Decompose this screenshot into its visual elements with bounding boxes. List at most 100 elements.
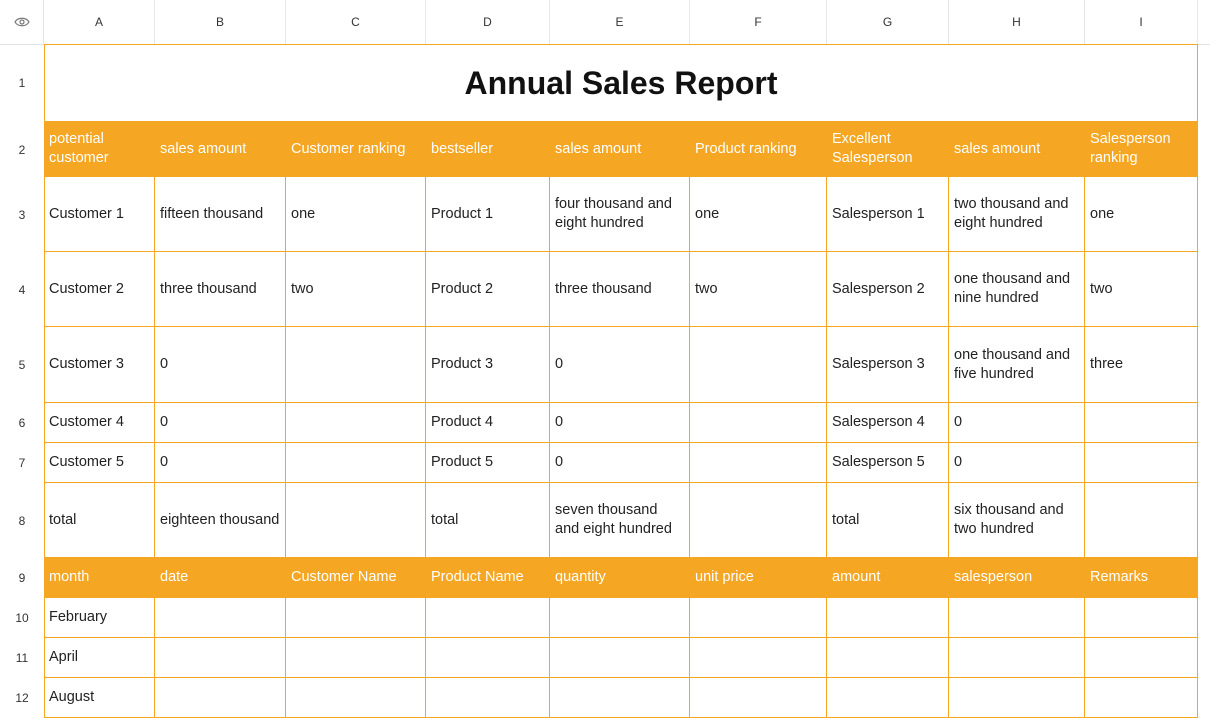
table-cell[interactable] (550, 678, 690, 718)
table-cell[interactable] (286, 678, 426, 718)
row-header-2[interactable]: 2 (18, 142, 26, 157)
header-cell[interactable]: sales amount (155, 122, 286, 177)
row-header-9[interactable]: 9 (18, 571, 26, 585)
header-cell[interactable]: Product Name (426, 558, 550, 598)
table-cell[interactable]: 0 (550, 327, 690, 403)
table-cell[interactable] (426, 638, 550, 678)
table-cell[interactable]: 0 (949, 443, 1085, 483)
table-cell[interactable]: Customer 4 (44, 403, 155, 443)
table-cell[interactable] (1085, 598, 1198, 638)
table-cell[interactable]: 0 (155, 327, 286, 403)
column-header-g[interactable]: G (827, 0, 949, 44)
table-cell[interactable]: fifteen thousand (155, 177, 286, 252)
header-cell[interactable]: Customer Name (286, 558, 426, 598)
table-cell[interactable]: Customer 3 (44, 327, 155, 403)
table-cell[interactable] (827, 638, 949, 678)
row-header-8[interactable]: 8 (18, 513, 26, 528)
header-cell[interactable]: Product ranking (690, 122, 827, 177)
table-cell[interactable]: seven thousand and eight hundred (550, 483, 690, 558)
table-cell[interactable] (426, 678, 550, 718)
table-cell[interactable]: Customer 5 (44, 443, 155, 483)
table-cell[interactable] (827, 598, 949, 638)
table-cell[interactable]: three thousand (155, 252, 286, 327)
table-cell[interactable]: Customer 1 (44, 177, 155, 252)
header-cell[interactable]: potential customer (44, 122, 155, 177)
table-cell[interactable]: February (44, 598, 155, 638)
column-header-h[interactable]: H (949, 0, 1085, 44)
table-cell[interactable] (1085, 638, 1198, 678)
view-toggle-icon[interactable] (0, 0, 44, 44)
column-header-e[interactable]: E (550, 0, 690, 44)
table-cell[interactable] (690, 598, 827, 638)
report-title[interactable]: Annual Sales Report (44, 44, 1198, 122)
table-cell[interactable] (1085, 483, 1198, 558)
header-cell[interactable]: Customer ranking (286, 122, 426, 177)
table-cell[interactable] (690, 638, 827, 678)
table-cell[interactable]: total (44, 483, 155, 558)
table-cell[interactable] (426, 598, 550, 638)
table-cell[interactable] (286, 483, 426, 558)
table-cell[interactable] (1085, 678, 1198, 718)
header-cell[interactable]: sales amount (949, 122, 1085, 177)
row-header-11[interactable]: 11 (15, 651, 29, 665)
row-header-6[interactable]: 6 (18, 416, 26, 430)
header-cell[interactable]: unit price (690, 558, 827, 598)
row-header-10[interactable]: 10 (15, 611, 29, 625)
table-cell[interactable]: Product 4 (426, 403, 550, 443)
header-cell[interactable]: quantity (550, 558, 690, 598)
table-cell[interactable]: Product 5 (426, 443, 550, 483)
table-cell[interactable] (949, 598, 1085, 638)
table-cell[interactable] (550, 598, 690, 638)
table-cell[interactable] (155, 598, 286, 638)
table-cell[interactable] (286, 403, 426, 443)
table-cell[interactable] (1085, 443, 1198, 483)
table-cell[interactable]: two (1085, 252, 1198, 327)
table-cell[interactable]: Salesperson 1 (827, 177, 949, 252)
table-cell[interactable]: one (1085, 177, 1198, 252)
table-cell[interactable]: Salesperson 5 (827, 443, 949, 483)
table-cell[interactable]: Product 1 (426, 177, 550, 252)
table-cell[interactable] (286, 443, 426, 483)
table-cell[interactable] (690, 483, 827, 558)
table-cell[interactable]: Customer 2 (44, 252, 155, 327)
column-header-d[interactable]: D (426, 0, 550, 44)
table-cell[interactable]: one thousand and nine hundred (949, 252, 1085, 327)
row-header-5[interactable]: 5 (18, 358, 26, 372)
table-cell[interactable] (690, 678, 827, 718)
table-cell[interactable]: total (426, 483, 550, 558)
table-cell[interactable]: two (286, 252, 426, 327)
table-cell[interactable]: Product 2 (426, 252, 550, 327)
table-cell[interactable] (550, 638, 690, 678)
table-cell[interactable]: Salesperson 4 (827, 403, 949, 443)
column-header-b[interactable]: B (155, 0, 286, 44)
table-cell[interactable]: one (286, 177, 426, 252)
header-cell[interactable]: Remarks (1085, 558, 1198, 598)
table-cell[interactable]: two (690, 252, 827, 327)
table-cell[interactable]: two thousand and eight hundred (949, 177, 1085, 252)
table-cell[interactable] (286, 327, 426, 403)
table-cell[interactable] (286, 638, 426, 678)
header-cell[interactable]: amount (827, 558, 949, 598)
row-header-7[interactable]: 7 (18, 456, 26, 470)
header-cell[interactable]: sales amount (550, 122, 690, 177)
table-cell[interactable]: eighteen thousand (155, 483, 286, 558)
table-cell[interactable]: one thousand and five hundred (949, 327, 1085, 403)
column-header-i[interactable]: I (1085, 0, 1198, 44)
table-cell[interactable]: 0 (155, 403, 286, 443)
table-cell[interactable] (949, 678, 1085, 718)
header-cell[interactable]: Salesperson ranking (1085, 122, 1198, 177)
row-header-12[interactable]: 12 (15, 691, 29, 705)
table-cell[interactable]: Product 3 (426, 327, 550, 403)
column-header-a[interactable]: A (44, 0, 155, 44)
header-cell[interactable]: Excellent Salesperson (827, 122, 949, 177)
header-cell[interactable]: month (44, 558, 155, 598)
table-cell[interactable]: 0 (155, 443, 286, 483)
table-cell[interactable] (286, 598, 426, 638)
table-cell[interactable] (1085, 403, 1198, 443)
column-header-c[interactable]: C (286, 0, 426, 44)
table-cell[interactable] (690, 327, 827, 403)
table-cell[interactable]: 0 (949, 403, 1085, 443)
table-cell[interactable] (690, 443, 827, 483)
table-cell[interactable]: six thousand and two hundred (949, 483, 1085, 558)
table-cell[interactable]: April (44, 638, 155, 678)
